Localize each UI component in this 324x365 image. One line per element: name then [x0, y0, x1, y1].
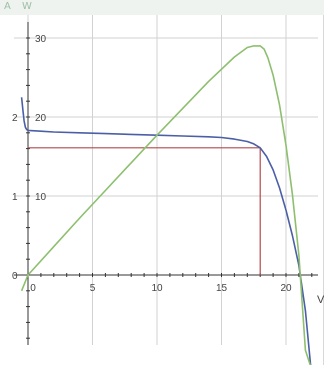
x-tick-label: 15 — [216, 283, 228, 294]
axes — [14, 22, 318, 345]
power-tick-label: 10 — [35, 192, 47, 203]
unit-header: A W — [0, 0, 324, 15]
mpp-lines — [28, 147, 261, 275]
power-tick-label: 20 — [35, 113, 47, 124]
grid — [14, 15, 318, 345]
series-group — [20, 45, 312, 365]
left-axis-unit: A — [4, 1, 11, 12]
x-tick-label: 20 — [280, 283, 292, 294]
current-tick-label: 0 — [12, 271, 18, 282]
x-tick-label: 10 — [151, 283, 163, 294]
x-axis-label: V — [317, 294, 324, 306]
current-tick-label: 1 — [12, 192, 18, 203]
current-curve — [20, 97, 312, 365]
power-tick-label: 30 — [35, 34, 47, 45]
power-curve — [20, 45, 312, 365]
current-tick-label: 2 — [12, 113, 18, 124]
tick-labels: 0 5 10 15 20 V 0 1 2 10 20 30 — [12, 34, 324, 306]
right-axis-unit: W — [22, 1, 32, 12]
x-tick-label: 5 — [90, 283, 96, 294]
x-tick-label: 0 — [30, 283, 36, 294]
